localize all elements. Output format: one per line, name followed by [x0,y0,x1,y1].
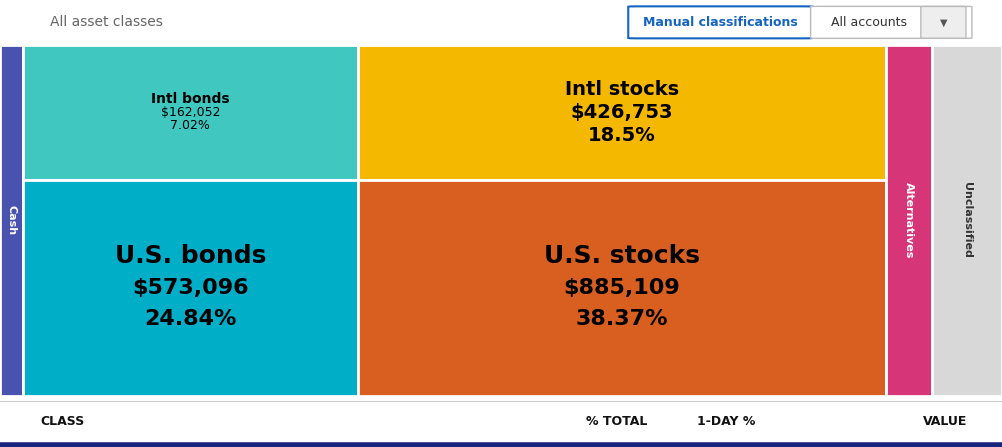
Text: Cash: Cash [7,205,16,235]
Bar [358,45,886,180]
Bar [23,45,358,180]
FancyBboxPatch shape [921,6,966,38]
FancyBboxPatch shape [811,6,972,38]
Text: Unclassified: Unclassified [962,182,972,258]
Bar [358,180,886,396]
Text: 1-DAY %: 1-DAY % [697,415,756,428]
Text: Manual classifications: Manual classifications [643,16,798,29]
Bar [0,45,23,396]
Text: ▼: ▼ [940,17,947,27]
Text: Intl bonds: Intl bonds [151,92,229,106]
Text: U.S. bonds: U.S. bonds [114,244,267,268]
Text: All accounts: All accounts [831,16,907,29]
FancyBboxPatch shape [628,6,813,38]
Text: CLASS: CLASS [40,415,84,428]
Text: $885,109: $885,109 [563,278,680,298]
Bar [23,180,358,396]
Bar [886,45,932,396]
Text: 24.84%: 24.84% [144,309,236,329]
Text: U.S. stocks: U.S. stocks [544,244,699,268]
Text: % TOTAL: % TOTAL [585,415,647,428]
Text: Alternatives: Alternatives [904,182,914,258]
Text: All asset classes: All asset classes [50,15,163,30]
Text: VALUE: VALUE [923,415,967,428]
Text: $426,753: $426,753 [570,103,673,122]
Text: 18.5%: 18.5% [588,126,655,144]
Text: 7.02%: 7.02% [170,119,210,132]
Text: Intl stocks: Intl stocks [565,80,678,99]
Text: 38.37%: 38.37% [575,309,668,329]
Text: $573,096: $573,096 [132,278,248,298]
Bar [932,45,1002,396]
Text: $162,052: $162,052 [160,106,220,119]
